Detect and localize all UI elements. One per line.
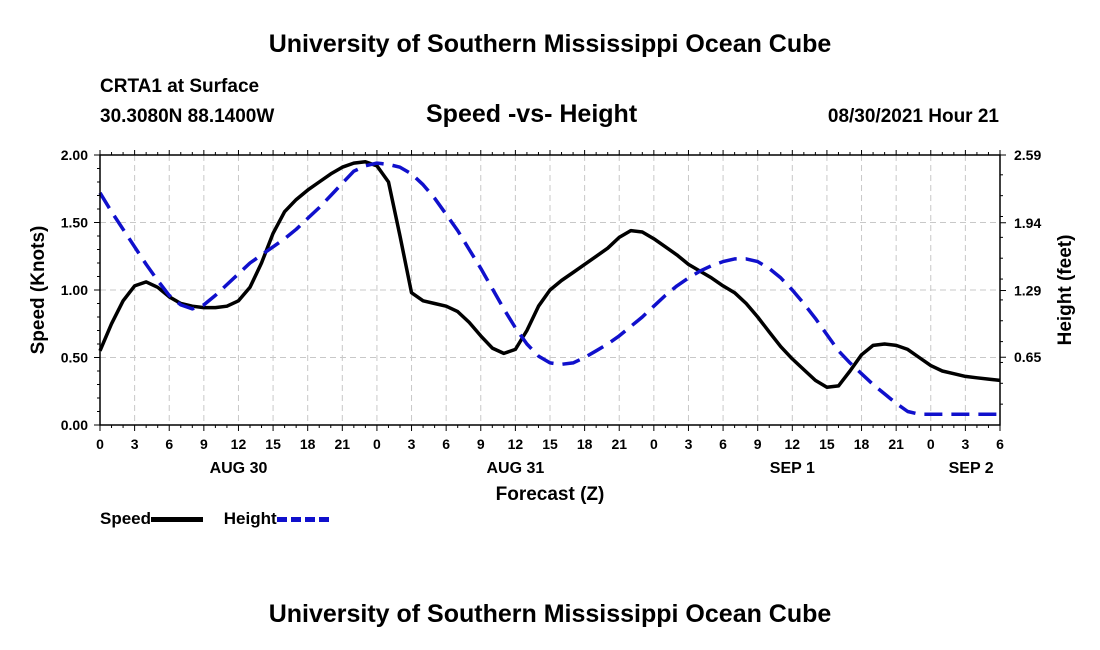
x-tick-label: 21 xyxy=(611,436,627,452)
y-axis-title: Speed (Knots) xyxy=(28,226,49,355)
legend-height-label: Height xyxy=(223,509,277,528)
series-line-height xyxy=(98,161,1000,416)
y-tick-label: 1.50 xyxy=(61,215,88,231)
date-label: AUG 30 xyxy=(210,460,268,477)
legend-item-height: Height xyxy=(224,509,345,529)
x-tick-label: 6 xyxy=(719,436,727,452)
date-label: AUG 31 xyxy=(486,460,544,477)
date-label: SEP 1 xyxy=(770,460,815,477)
x-axis-title: Forecast (Z) xyxy=(496,484,605,505)
run-time: 08/30/2021 Hour 21 xyxy=(827,106,999,127)
station-coordinates: 30.3080N 88.1400W xyxy=(100,106,275,127)
chart-grid xyxy=(100,155,1000,425)
chart-title: Speed -vs- Height xyxy=(426,100,638,128)
legend-speed-label: Speed xyxy=(100,509,152,528)
x-tick-label: 12 xyxy=(508,436,524,452)
x-tick-label: 21 xyxy=(335,436,351,452)
legend-speed-swatch xyxy=(151,517,204,523)
y-tick-label: 1.00 xyxy=(61,282,88,298)
x-tick-label: 0 xyxy=(650,436,658,452)
y2-tick-label: 1.29 xyxy=(1014,283,1041,299)
x-tick-label: 0 xyxy=(927,436,935,452)
y-tick-label: 0.00 xyxy=(61,417,88,433)
x-tick-label: 6 xyxy=(165,436,173,452)
y2-axis-title: Height (feet) xyxy=(1055,235,1076,346)
x-tick-label: 3 xyxy=(685,436,693,452)
x-tick-label: 15 xyxy=(819,436,835,452)
x-tick-label: 9 xyxy=(477,436,485,452)
page-title: University of Southern Mississippi Ocean… xyxy=(268,30,832,58)
x-tick-label: 15 xyxy=(265,436,281,452)
x-tick-label: 15 xyxy=(542,436,558,452)
x-tick-label: 12 xyxy=(231,436,247,452)
chart-legend: Speed Height xyxy=(100,509,345,529)
y2-tick-label: 1.94 xyxy=(1014,215,1041,231)
y-tick-label: 2.00 xyxy=(61,147,88,163)
y-tick-label: 0.50 xyxy=(61,350,88,366)
legend-height-swatch xyxy=(276,517,329,523)
x-tick-label: 9 xyxy=(200,436,208,452)
x-tick-label: 18 xyxy=(300,436,316,452)
x-tick-label: 12 xyxy=(785,436,801,452)
date-label: SEP 2 xyxy=(949,460,994,477)
series-line-speed xyxy=(98,160,1001,389)
station-name: CRTA1 at Surface xyxy=(100,76,260,97)
x-tick-label: 21 xyxy=(888,436,904,452)
x-tick-label: 3 xyxy=(131,436,139,452)
x-tick-label: 3 xyxy=(961,436,969,452)
x-tick-label: 0 xyxy=(373,436,381,452)
x-tick-label: 6 xyxy=(996,436,1004,452)
footer-title: University of Southern Mississippi Ocean… xyxy=(268,600,832,628)
chart-series xyxy=(98,160,1001,416)
x-tick-label: 18 xyxy=(577,436,593,452)
x-tick-label: 3 xyxy=(408,436,416,452)
x-tick-label: 6 xyxy=(442,436,450,452)
y2-tick-label: 2.59 xyxy=(1014,147,1041,163)
legend-item-speed: Speed xyxy=(100,509,219,529)
x-tick-label: 18 xyxy=(854,436,870,452)
x-tick-label: 9 xyxy=(754,436,762,452)
x-tick-label: 0 xyxy=(96,436,104,452)
chart-axes: 0 3 6 9 12 15 18 21 0 3 6 9 12 15 18 21 0 3 6 9 12 15 18 21 0 3 6 A… xyxy=(61,147,1042,477)
y2-tick-label: 0.65 xyxy=(1014,349,1041,365)
